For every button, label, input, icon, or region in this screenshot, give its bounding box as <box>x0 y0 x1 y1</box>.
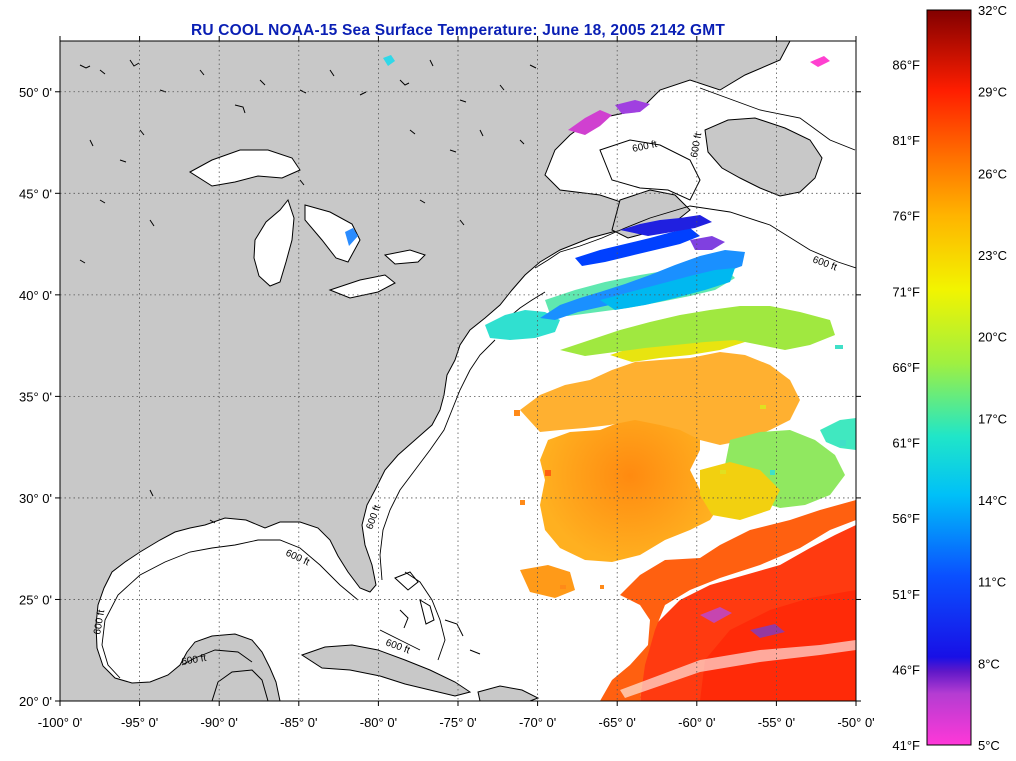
lat-tick-label: 40° 0' <box>19 288 52 303</box>
land-yucatan <box>211 669 269 701</box>
latitude-axis: 20° 0' 25° 0' 30° 0' 35° 0' 40° 0' 45° 0' 50° … <box>19 85 861 709</box>
colorbar-celsius-labels: 32°C 29°C 26°C 23°C 20°C 17°C 14°C 11°C 8°C 5°C <box>978 3 1007 753</box>
fahrenheit-label: 76°F <box>892 209 920 224</box>
lat-tick-label: 20° 0' <box>19 694 52 709</box>
celsius-label: 5°C <box>978 738 1000 753</box>
map-title: RU COOL NOAA-15 Sea Surface Temperature:… <box>190 22 726 39</box>
graticule <box>60 41 856 701</box>
colorbar-fahrenheit-labels: 86°F 81°F 76°F 71°F 66°F 61°F 56°F 51°F 46°F 41°F <box>892 57 920 753</box>
longitude-axis: -100° 0' -95° 0' -90° 0' -85° 0' -80° 0' -75°… <box>38 36 875 730</box>
land-newfoundland <box>704 117 823 197</box>
fahrenheit-label: 86°F <box>892 57 920 72</box>
lon-tick-label: -65° 0' <box>599 715 636 730</box>
fahrenheit-label: 41°F <box>892 738 920 753</box>
lon-tick-label: -100° 0' <box>38 715 83 730</box>
lon-tick-label: -85° 0' <box>280 715 317 730</box>
isobath-600ft <box>101 87 856 679</box>
fahrenheit-label: 71°F <box>892 284 920 299</box>
colorbar: 32°C 29°C 26°C 23°C 20°C 17°C 14°C 11°C 8°C 5°C 8… <box>892 3 1007 753</box>
fahrenheit-label: 56°F <box>892 511 920 526</box>
isobath-label: 600 ft <box>181 653 208 668</box>
lon-tick-label: -95° 0' <box>121 715 158 730</box>
celsius-label: 14°C <box>978 493 1007 508</box>
celsius-label: 26°C <box>978 166 1007 181</box>
lat-tick-label: 35° 0' <box>19 389 52 404</box>
isobath-label: 600 ft <box>631 139 658 155</box>
celsius-label: 17°C <box>978 411 1007 426</box>
celsius-label: 23°C <box>978 248 1007 263</box>
lon-tick-label: -75° 0' <box>439 715 476 730</box>
fahrenheit-label: 66°F <box>892 360 920 375</box>
gulf-st-lawrence <box>599 139 701 201</box>
colorbar-gradient <box>926 9 972 746</box>
lat-tick-label: 25° 0' <box>19 592 52 607</box>
lon-tick-label: -50° 0' <box>837 715 874 730</box>
bahamas <box>394 571 481 655</box>
fahrenheit-label: 81°F <box>892 133 920 148</box>
lon-tick-label: -55° 0' <box>758 715 795 730</box>
lat-tick-label: 30° 0' <box>19 491 52 506</box>
celsius-label: 8°C <box>978 656 1000 671</box>
land-hispaniola <box>477 685 540 701</box>
celsius-label: 11°C <box>978 575 1006 590</box>
lon-tick-label: -90° 0' <box>201 715 238 730</box>
fahrenheit-label: 61°F <box>892 436 920 451</box>
sst-overlay <box>345 55 856 701</box>
isobath-label: 600 ft <box>92 609 107 636</box>
lat-tick-label: 50° 0' <box>19 85 52 100</box>
small-lakes <box>79 59 537 524</box>
celsius-label: 29°C <box>978 85 1007 100</box>
land-north-america <box>60 41 791 701</box>
fahrenheit-label: 46°F <box>892 662 920 677</box>
lat-tick-label: 45° 0' <box>19 186 52 201</box>
fahrenheit-label: 51°F <box>892 587 920 602</box>
lon-tick-label: -60° 0' <box>678 715 715 730</box>
celsius-label: 32°C <box>978 3 1007 18</box>
lon-tick-label: -80° 0' <box>360 715 397 730</box>
lon-tick-label: -70° 0' <box>519 715 556 730</box>
celsius-label: 20°C <box>978 330 1007 345</box>
land-cuba <box>300 644 472 697</box>
great-lakes <box>189 149 426 299</box>
